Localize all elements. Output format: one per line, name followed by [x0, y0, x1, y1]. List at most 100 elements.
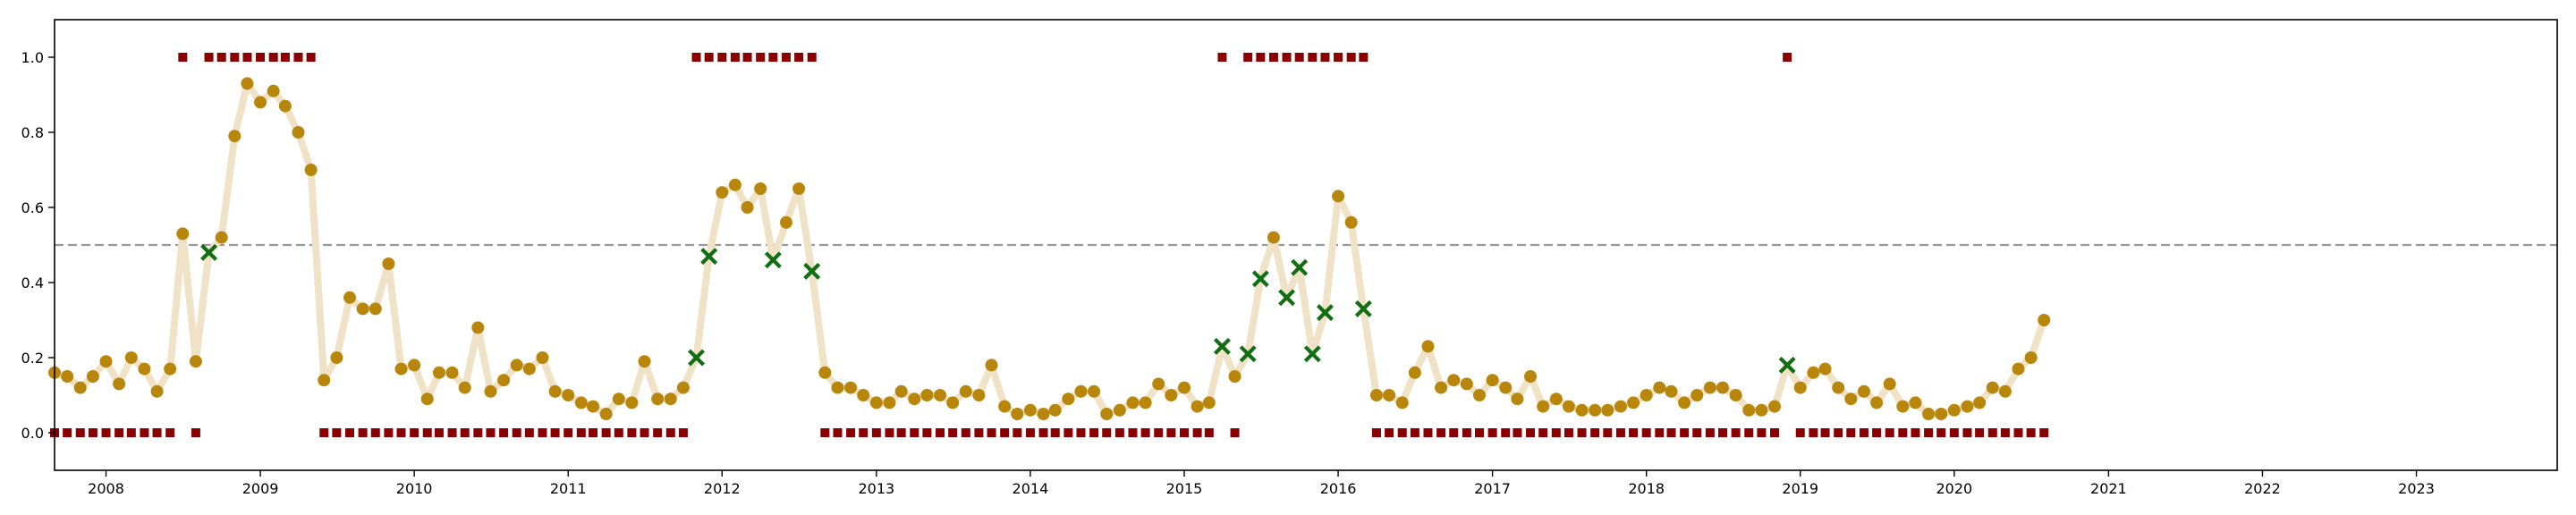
- x-tick-label: 2021: [2090, 480, 2127, 497]
- data-point: [857, 389, 870, 401]
- plot-frame: [54, 19, 2558, 471]
- cross-point: [1251, 270, 1269, 288]
- cross-point: [1291, 258, 1309, 276]
- data-point: [1793, 381, 1807, 394]
- label-marker: [961, 428, 970, 437]
- data-point: [408, 359, 421, 372]
- data-point: [1844, 393, 1858, 406]
- data-point: [2024, 351, 2038, 364]
- label-marker: [447, 428, 457, 437]
- x-tick-label: 2020: [1936, 480, 1972, 497]
- label-marker: [833, 428, 843, 437]
- data-point: [1690, 389, 1704, 401]
- x-tick-label: 2009: [242, 480, 279, 497]
- data-point: [1344, 215, 1358, 229]
- x-tick-label: 2018: [1628, 480, 1665, 497]
- data-point: [869, 396, 883, 409]
- label-marker: [216, 53, 226, 62]
- label-marker: [1102, 428, 1112, 437]
- label-marker: [794, 53, 804, 62]
- label-marker: [1757, 428, 1767, 437]
- label-marker: [678, 428, 688, 437]
- points-layer: [48, 77, 2051, 420]
- label-marker: [948, 428, 958, 437]
- cross-point: [1278, 289, 1296, 307]
- data-point: [998, 400, 1012, 413]
- data-point: [1202, 396, 1216, 409]
- data-point: [382, 258, 395, 270]
- data-point: [716, 186, 729, 199]
- data-point: [1408, 366, 1421, 379]
- data-point: [343, 291, 357, 304]
- data-point: [1177, 381, 1191, 394]
- data-point: [1460, 377, 1473, 391]
- label-marker: [1872, 428, 1882, 437]
- data-point: [1228, 370, 1241, 383]
- data-point: [522, 362, 536, 376]
- x-tick-label: 2008: [88, 480, 124, 497]
- label-marker: [1770, 428, 1780, 437]
- label-marker: [1050, 428, 1060, 437]
- data-point: [587, 400, 600, 413]
- label-marker: [1397, 428, 1407, 437]
- data-point: [318, 374, 331, 387]
- data-point: [625, 396, 639, 409]
- label-marker: [1538, 428, 1548, 437]
- label-marker: [1268, 53, 1278, 62]
- label-marker: [1603, 428, 1613, 437]
- data-point: [1665, 384, 1678, 398]
- data-point: [1857, 384, 1870, 398]
- label-marker: [1423, 428, 1433, 437]
- y-tick-label: 0.2: [21, 350, 44, 367]
- label-marker: [1204, 428, 1214, 437]
- label-marker: [859, 428, 869, 437]
- data-point: [1088, 384, 1101, 398]
- data-point: [241, 77, 254, 90]
- data-point: [741, 201, 754, 214]
- data-point: [1472, 389, 1486, 401]
- data-point: [1011, 408, 1024, 420]
- data-point: [894, 384, 908, 398]
- label-marker: [665, 428, 675, 437]
- label-marker: [550, 428, 560, 437]
- data-point: [1883, 377, 1896, 391]
- data-point: [754, 182, 767, 195]
- label-marker: [1000, 428, 1010, 437]
- label-marker: [384, 428, 394, 437]
- data-point: [1768, 400, 1782, 413]
- data-point: [189, 355, 202, 368]
- label-marker: [1846, 428, 1856, 437]
- data-point: [1486, 374, 1499, 387]
- label-marker: [730, 53, 740, 62]
- label-marker: [936, 428, 945, 437]
- x-tick-label: 2015: [1166, 480, 1203, 497]
- label-marker: [1025, 428, 1035, 437]
- label-marker: [1885, 428, 1894, 437]
- data-point: [536, 351, 549, 364]
- data-point: [1332, 190, 1345, 203]
- label-marker: [691, 53, 701, 62]
- y-tick-label: 0.4: [21, 274, 44, 291]
- label-marker: [1655, 428, 1665, 437]
- label-marker: [1962, 428, 1972, 437]
- data-point: [1499, 381, 1513, 394]
- label-marker: [293, 53, 303, 62]
- data-point: [510, 359, 523, 372]
- data-point: [1191, 400, 1204, 413]
- data-point: [1395, 396, 1409, 409]
- label-marker: [1320, 53, 1330, 62]
- data-point: [1037, 408, 1050, 420]
- y-tick-label: 0.0: [21, 425, 44, 442]
- data-point: [1678, 396, 1691, 409]
- data-point: [278, 99, 292, 113]
- label-marker: [1577, 428, 1587, 437]
- data-point: [215, 231, 228, 244]
- label-marker: [1911, 428, 1920, 437]
- label-marker: [1089, 428, 1099, 437]
- label-marker: [640, 428, 649, 437]
- data-point: [176, 227, 190, 241]
- axes-layer: 2008 2009 2010 2011 2012 2013 2014 2015 2016 2017…: [21, 49, 2435, 497]
- label-marker: [1987, 428, 1997, 437]
